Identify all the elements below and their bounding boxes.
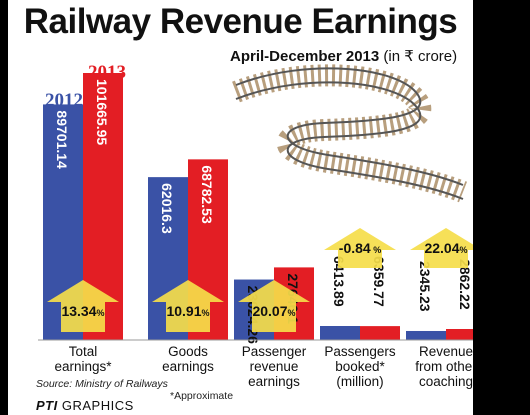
value-label-2013: 6359.77 [371,256,387,307]
category-label: Total [69,344,98,359]
change-label: 22.04% [424,240,467,256]
change-arrow-up [47,280,119,332]
value-label-2012: 2345.23 [417,261,433,312]
category-label: Revenue [419,344,473,359]
period-label: April-December 2013 [230,48,380,65]
category-label: Goods [168,344,208,359]
category-label: earnings* [54,359,112,374]
value-label-2013: 101665.95 [94,79,110,145]
chart-subtitle: April-December 2013 (in ₹ crore) [230,47,457,65]
category-label: Passenger [242,344,307,359]
bar-2012 [320,326,360,340]
value-label-2013: 68782.53 [199,165,215,224]
bar-2013 [360,326,400,340]
value-label-2012: 62016.3 [159,183,175,234]
brand-prefix: PTI [36,398,58,413]
category-label: booked* [335,359,385,374]
change-arrow-up [152,280,224,332]
category-label: from other [415,359,473,374]
bar-2012 [406,330,446,340]
value-label-2012: 6413.89 [331,256,347,307]
change-label: 13.34% [61,303,104,319]
category-label: earnings [162,359,214,374]
value-label-2012: 89701.14 [54,110,70,169]
category-label: revenue [250,359,299,374]
infographic: Railway Revenue Earnings April-December … [8,0,473,415]
brand-suffix: GRAPHICS [61,398,134,413]
category-label: (million) [336,374,383,389]
approximate-note: *Approximate [170,390,234,402]
unit-label: (in ₹ crore) [383,48,458,65]
legend-2013: 2013 [88,62,126,83]
category-label: coaching [419,374,473,389]
category-label: earnings [248,374,300,389]
change-label: 20.07% [252,303,295,319]
railway-track-graphic [232,64,468,203]
source-note: Source: Ministry of Railways [36,378,168,390]
value-label-2013: 2862.22 [457,259,473,310]
change-arrow-down [324,228,396,268]
category-label: Passengers [324,344,396,359]
chart-title: Railway Revenue Earnings [23,2,458,41]
bar-2013 [446,329,473,340]
legend-2012: 2012 [45,90,83,111]
change-arrow-up [238,280,310,332]
change-label: 10.91% [166,303,209,319]
pti-graphics-logo: PTI GRAPHICS [36,398,134,413]
change-label: -0.84 % [339,240,381,256]
change-arrow-up [410,228,473,268]
